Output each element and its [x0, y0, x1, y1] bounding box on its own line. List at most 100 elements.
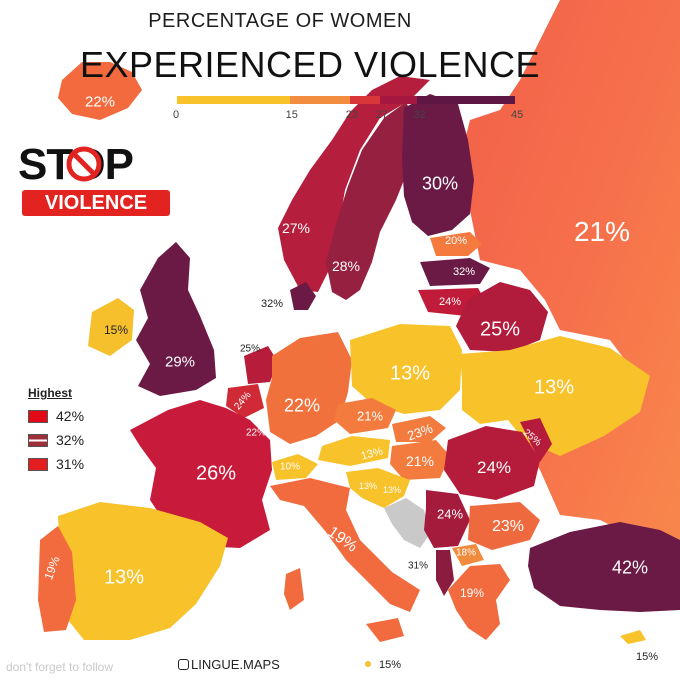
latvia-region [420, 258, 490, 286]
france-region [130, 400, 272, 548]
north-macedonia-region [452, 544, 484, 566]
label-slovenia: 13% [358, 481, 378, 491]
label-lithuania: 24% [438, 296, 462, 308]
malta-region [365, 661, 371, 667]
netherlands-region [244, 346, 278, 384]
sweden-region [326, 102, 420, 300]
prohibition-icon [66, 146, 102, 182]
switzerland-region [272, 454, 318, 480]
turkey-region [528, 522, 680, 612]
ukraine-region [460, 336, 650, 456]
label-czechia: 21% [356, 408, 384, 424]
brand-credit: LINGUE.MAPS [178, 657, 280, 672]
label-poland: 13% [389, 362, 431, 385]
brand-name: LINGUE.MAPS [191, 657, 280, 672]
moldova-region [520, 418, 552, 462]
denmark-region [290, 282, 316, 310]
label-croatia: 13% [382, 485, 402, 495]
label-germany: 22% [283, 395, 321, 416]
label-ireland: 15% [103, 323, 129, 337]
label-serbia: 24% [436, 506, 464, 522]
legend-title: Highest [28, 386, 73, 400]
label-luxembourg: 22% [245, 427, 267, 439]
label-north-macedonia: 18% [455, 547, 477, 559]
uk-region [136, 242, 216, 396]
label-denmark: 32% [260, 298, 284, 310]
label-latvia: 32% [452, 266, 476, 278]
chart-title: EXPERIENCED VIOLENCE [0, 44, 680, 86]
color-scale-tick-label: 15 [285, 109, 298, 121]
legend-value: 32% [56, 432, 85, 448]
belgium-region [226, 384, 264, 418]
no-data-region [384, 498, 430, 548]
cyprus-region [620, 630, 646, 644]
romania-region [444, 426, 540, 500]
hungary-region [390, 440, 450, 480]
latvia-flag-icon [28, 433, 48, 447]
legend-value: 42% [56, 408, 85, 424]
serbia-region [424, 490, 470, 548]
slovakia-region [392, 416, 446, 442]
albania-region [436, 550, 454, 596]
legend-row: 42% [28, 404, 118, 428]
color-scale-ticks: 0 15 23 27 32 45 [170, 109, 530, 123]
label-russia: 21% [573, 216, 631, 247]
label-ukraine: 13% [533, 376, 575, 399]
label-cyprus: 15% [635, 651, 659, 663]
czechia-region [334, 398, 396, 434]
chart-subtitle: PERCENTAGE OF WOMEN [148, 10, 412, 32]
violence-label: VIOLENCE [22, 190, 170, 216]
color-scale-segment [379, 96, 418, 104]
follow-note: don't forget to follow [6, 660, 114, 674]
color-scale [177, 96, 515, 104]
color-scale-tick-label: 45 [511, 109, 524, 121]
label-spain: 13% [103, 566, 145, 589]
label-sweden: 28% [331, 258, 361, 274]
sardinia-region [284, 568, 304, 610]
label-finland: 30% [421, 173, 459, 194]
norway-region [278, 76, 430, 292]
color-scale-tick-label: 23 [345, 109, 358, 121]
label-greece: 19% [459, 586, 485, 600]
label-uk: 29% [164, 353, 196, 371]
belarus-region [456, 282, 548, 352]
label-switzerland: 10% [279, 461, 301, 473]
stop-violence-badge: STOP VIOLENCE [18, 140, 170, 220]
albania-flag-icon [28, 457, 48, 471]
legend-row: 32% [28, 428, 118, 452]
bulgaria-region [468, 502, 540, 550]
germany-region [266, 332, 352, 444]
legend-value: 31% [56, 456, 85, 472]
estonia-region [430, 232, 482, 256]
turkey-flag-icon [28, 409, 48, 423]
label-france: 26% [195, 462, 237, 485]
color-scale-segment [349, 96, 380, 104]
label-malta: 15% [378, 659, 402, 671]
label-norway: 27% [281, 220, 311, 236]
russia-region [460, 0, 680, 600]
sicily-region [366, 618, 404, 642]
label-romania: 24% [476, 458, 512, 477]
highest-legend: Highest 42% 32% 31% [28, 386, 118, 476]
legend-row: 31% [28, 452, 118, 476]
label-albania: 31% [407, 560, 429, 572]
spain-region [58, 502, 228, 640]
color-scale-segment [289, 96, 350, 104]
color-scale-segment [177, 96, 290, 104]
poland-region [350, 324, 462, 414]
color-scale-tick-label: 32 [413, 109, 426, 121]
label-hungary: 21% [405, 453, 435, 469]
label-iceland: 22% [84, 93, 116, 111]
portugal-region [38, 526, 76, 632]
label-estonia: 20% [444, 235, 468, 247]
italy-region [270, 478, 420, 612]
label-belarus: 25% [479, 318, 521, 341]
finland-region [402, 94, 474, 236]
label-turkey: 42% [611, 557, 649, 578]
croatia-region [346, 468, 410, 508]
label-netherlands: 25% [239, 343, 261, 355]
instagram-icon [178, 659, 189, 670]
austria-region [318, 436, 390, 466]
